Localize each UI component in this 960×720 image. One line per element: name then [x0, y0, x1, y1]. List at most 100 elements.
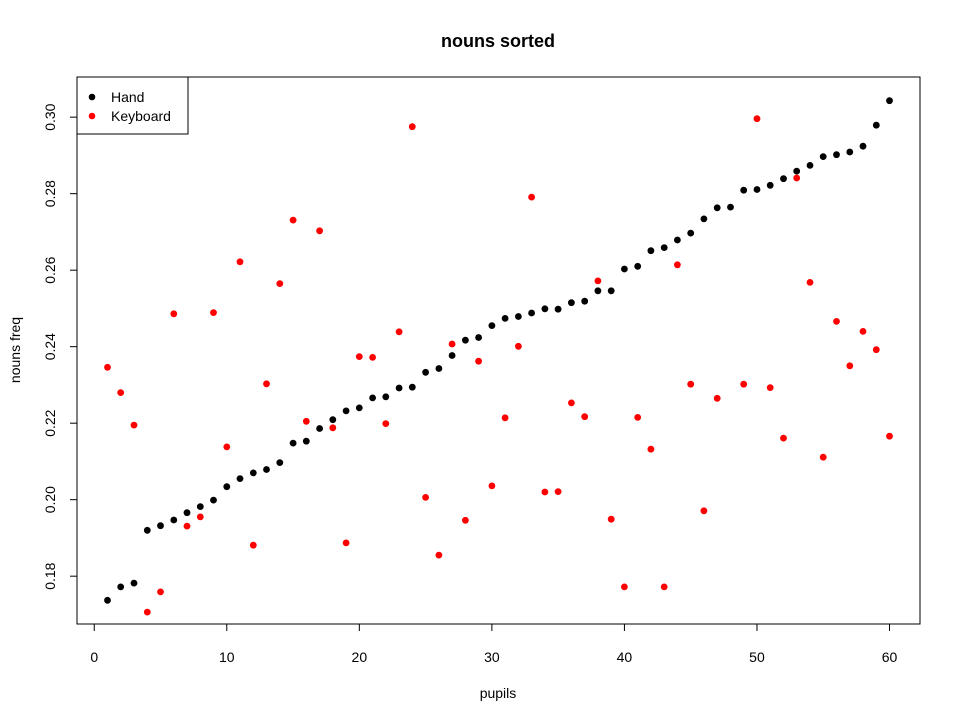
data-point-keyboard [568, 399, 575, 407]
data-point-keyboard [448, 340, 456, 348]
x-tick-label: 0 [90, 649, 98, 665]
y-tick-label: 0.18 [42, 562, 58, 589]
data-point-hand [422, 368, 429, 376]
data-point-hand [621, 265, 628, 273]
data-point-hand [117, 583, 125, 591]
data-point-keyboard [435, 551, 443, 559]
data-point-hand [727, 203, 734, 211]
data-point-keyboard [859, 328, 867, 335]
y-axis: 0.18 0.20 0.22 0.24 0.26 0.28 0.30 [42, 103, 78, 590]
y-tick-label: 0.22 [42, 409, 58, 436]
data-point-hand [157, 522, 164, 530]
data-point-hand [104, 596, 111, 604]
data-point-hand [687, 229, 695, 237]
data-point-hand [568, 299, 575, 307]
legend-label-keyboard: Keyboard [111, 108, 171, 124]
data-point-keyboard [528, 193, 535, 201]
y-axis-label: nouns freq [7, 317, 23, 383]
data-point-keyboard [660, 583, 668, 591]
data-point-keyboard [806, 279, 814, 286]
data-point-keyboard [793, 174, 801, 182]
x-axis: 0 10 20 30 40 50 60 [90, 623, 898, 665]
x-tick-label: 20 [352, 649, 368, 665]
data-point-hand [660, 244, 668, 252]
data-point-hand [302, 437, 310, 445]
legend-box [76, 76, 189, 135]
data-point-hand [541, 305, 549, 313]
data-point-hand [236, 475, 244, 482]
data-point-keyboard [753, 115, 761, 123]
data-point-hand [886, 97, 893, 105]
data-point-hand [634, 262, 642, 270]
data-point-keyboard [302, 417, 310, 425]
data-point-keyboard [515, 342, 522, 350]
data-point-hand [872, 121, 880, 129]
data-point-hand [766, 181, 774, 189]
y-tick-label: 0.26 [42, 256, 58, 283]
data-point-keyboard [833, 318, 840, 325]
data-point-hand [753, 186, 761, 193]
legend-marker-keyboard [88, 112, 96, 120]
legend-label-hand: Hand [111, 89, 144, 105]
data-point-keyboard [607, 515, 615, 523]
data-point-hand [528, 309, 535, 317]
data-point-keyboard [183, 522, 191, 530]
data-point-keyboard [143, 608, 151, 616]
data-point-hand [515, 313, 522, 320]
data-point-keyboard [713, 394, 721, 402]
x-tick-label: 60 [882, 649, 898, 665]
data-point-hand [316, 425, 323, 432]
data-point-keyboard [674, 261, 681, 269]
data-point-hand [806, 162, 814, 169]
data-point-keyboard [475, 357, 482, 365]
data-point-hand [607, 287, 615, 295]
data-point-keyboard [819, 453, 827, 461]
data-point-keyboard [382, 420, 390, 427]
data-point-keyboard [236, 258, 244, 266]
data-point-hand [183, 509, 191, 517]
data-point-keyboard [886, 432, 893, 440]
data-point-keyboard [316, 227, 323, 235]
data-point-keyboard [170, 310, 178, 318]
data-point-keyboard [289, 216, 297, 224]
data-point-keyboard [621, 583, 628, 591]
data-point-hand [846, 148, 854, 156]
data-point-hand [263, 466, 270, 473]
data-point-hand [462, 336, 469, 344]
data-point-keyboard [249, 541, 257, 549]
data-point-keyboard [462, 516, 469, 524]
data-point-hand [475, 334, 482, 341]
y-tick-label: 0.20 [42, 486, 58, 513]
data-point-keyboard [647, 445, 655, 453]
data-point-hand [501, 315, 509, 322]
y-tick-label: 0.24 [42, 333, 58, 360]
data-point-hand [355, 404, 363, 412]
x-tick-label: 50 [749, 649, 765, 665]
data-point-hand [196, 503, 204, 510]
data-point-keyboard [780, 434, 787, 442]
data-point-keyboard [342, 539, 350, 547]
data-point-hand [276, 459, 284, 466]
data-point-hand [554, 305, 562, 313]
data-point-hand [408, 383, 416, 391]
data-point-keyboard [395, 328, 403, 336]
data-point-hand [342, 407, 350, 415]
data-point-keyboard [422, 494, 429, 501]
data-point-keyboard [117, 389, 125, 396]
data-point-keyboard [700, 507, 708, 515]
data-point-hand [395, 384, 403, 392]
data-point-keyboard [501, 414, 509, 422]
data-point-keyboard [594, 277, 602, 285]
data-point-hand [369, 394, 376, 402]
data-point-hand [859, 142, 867, 150]
data-point-hand [713, 204, 721, 212]
data-point-keyboard [104, 363, 111, 371]
data-point-hand [249, 469, 257, 477]
data-point-hand [833, 151, 840, 159]
data-point-keyboard [408, 123, 416, 131]
data-point-hand [647, 247, 655, 255]
data-point-hand [170, 516, 178, 524]
data-point-keyboard [488, 482, 496, 490]
data-point-keyboard [634, 414, 642, 421]
